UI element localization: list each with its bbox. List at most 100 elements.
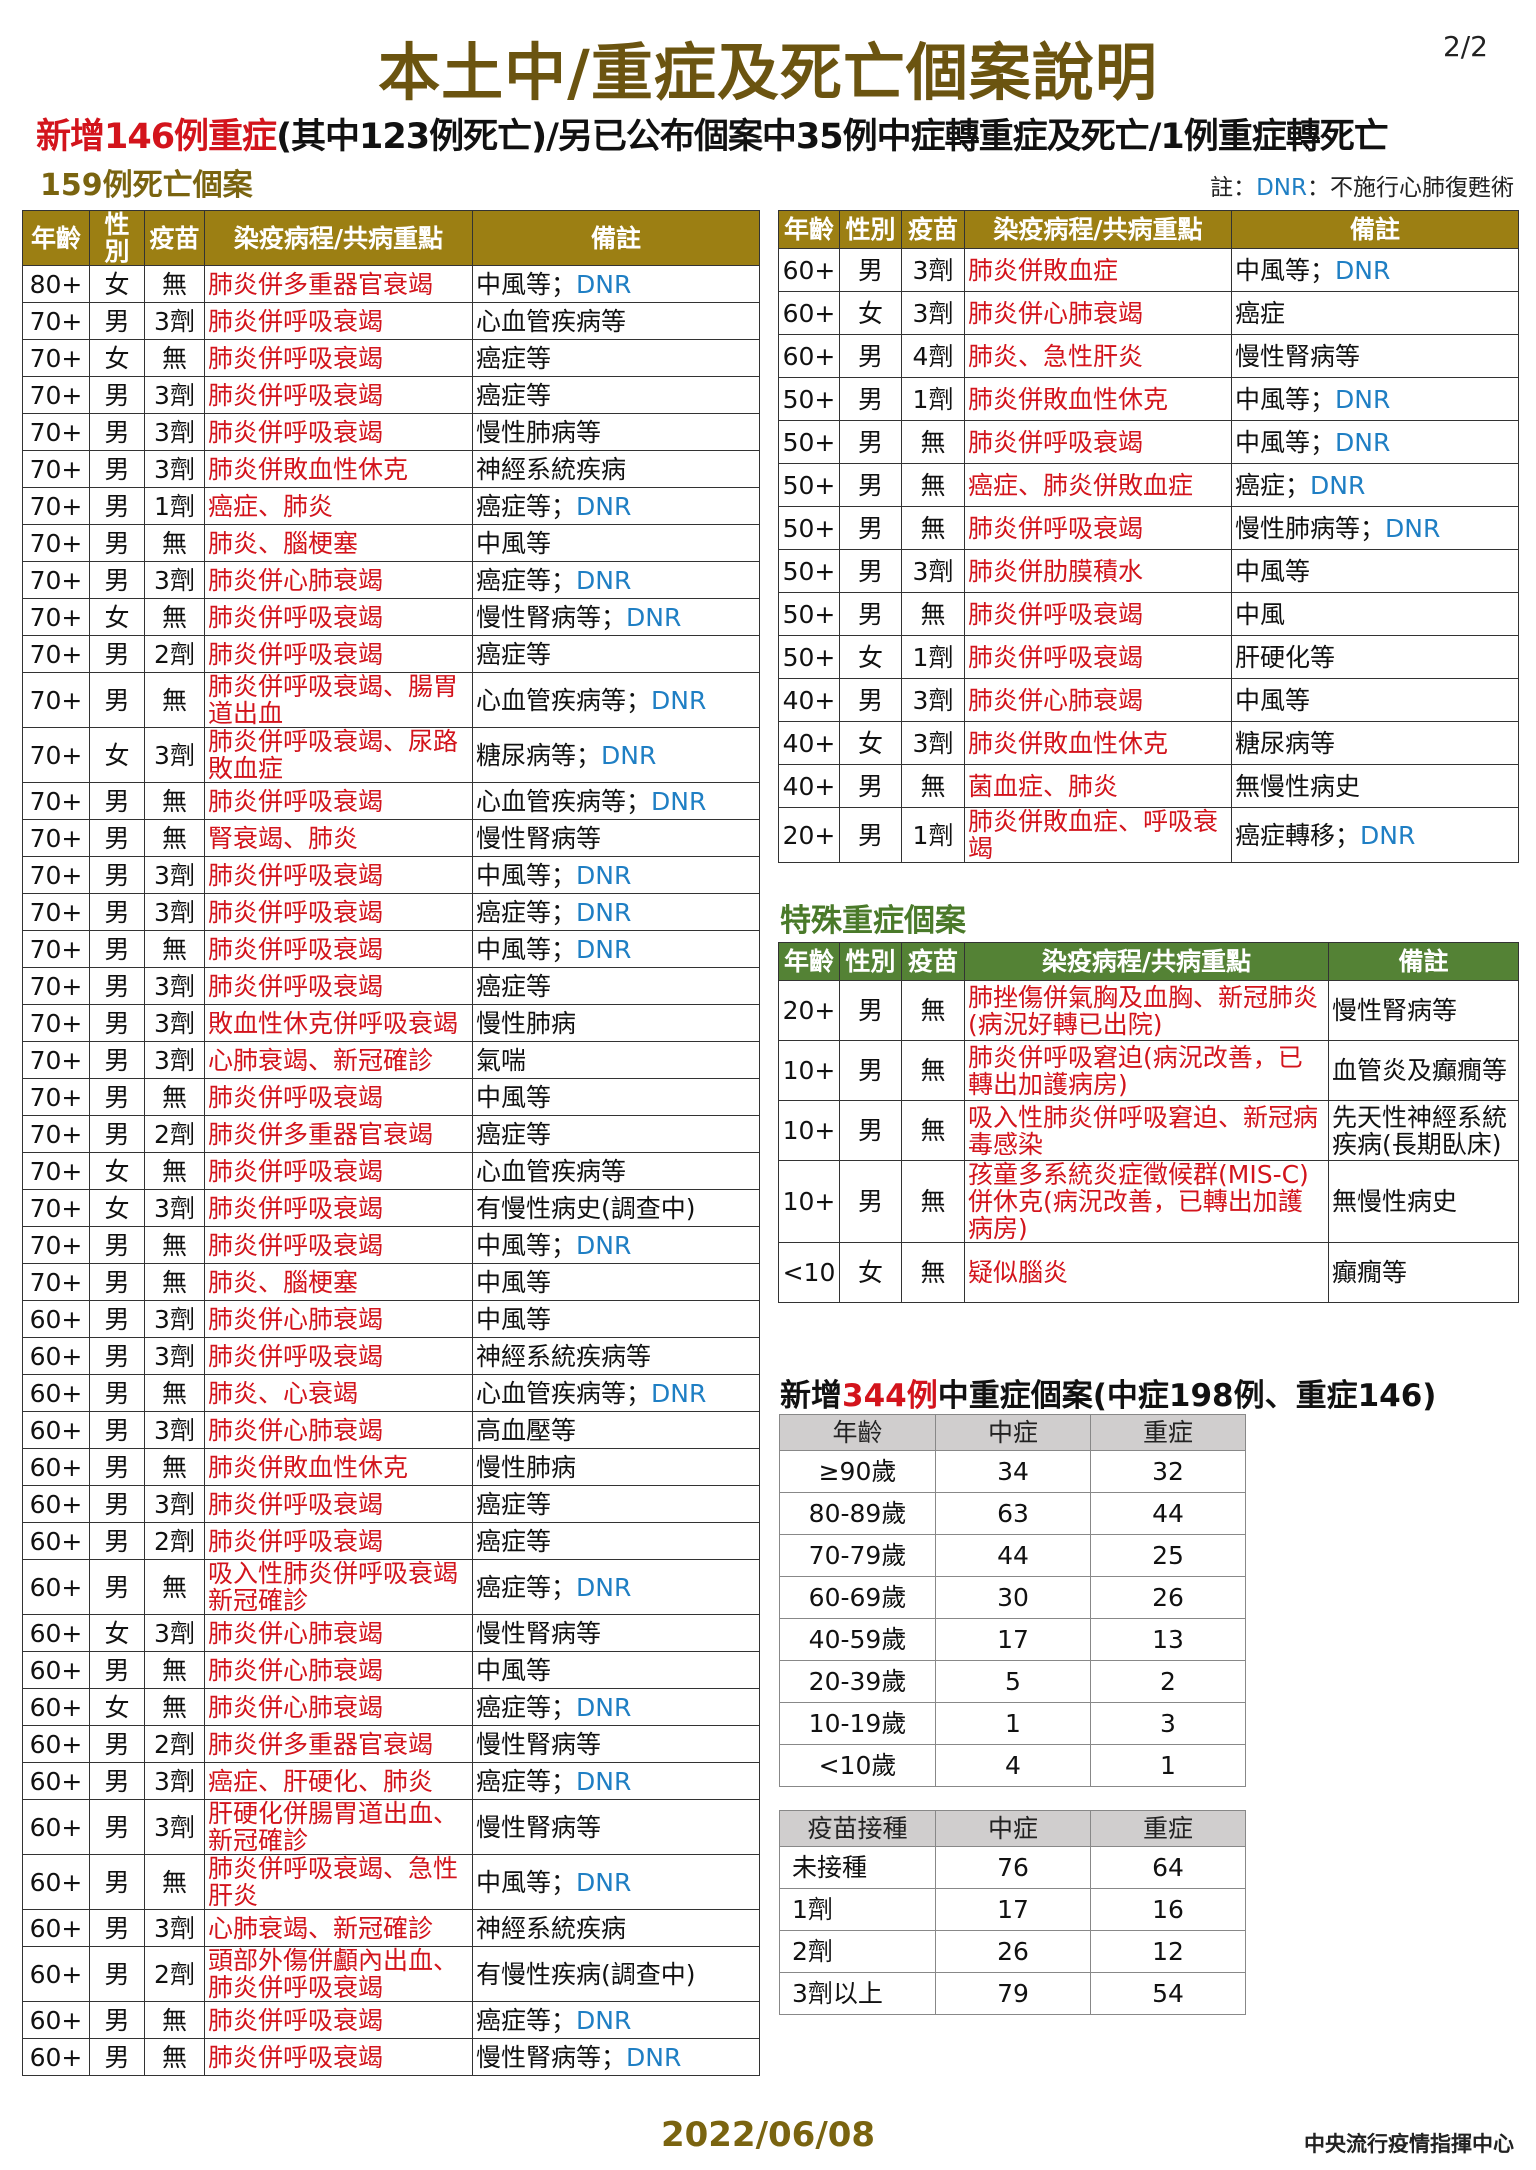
table-row: 70+ 男無肺炎併呼吸衰竭、腸胃道出血 心血管疾病等；DNR xyxy=(22,672,760,728)
age-cell: <10 xyxy=(778,1242,840,1303)
course-cell: 肺炎併呼吸衰竭 xyxy=(204,782,473,820)
dnr-label: DNR xyxy=(576,934,632,964)
table-row: 50+ 男無肺炎併呼吸衰竭 中風等；DNR xyxy=(778,420,1519,464)
dnr-label: DNR xyxy=(576,897,632,927)
remark-text: 中風等； xyxy=(476,269,577,299)
course-cell: 吸入性肺炎併呼吸窘迫、新冠病毒感染 xyxy=(964,1100,1329,1161)
table-row: 70+ 男 3劑 肺炎併呼吸衰竭 癌症等；DNR xyxy=(22,893,760,931)
sex-cell: 男 xyxy=(89,819,145,857)
table-row: 20+ 男 1劑 肺炎併敗血症、呼吸衰竭 癌症轉移；DNR xyxy=(778,807,1519,863)
count-cell: 13 xyxy=(1090,1618,1246,1661)
remark-text: 癌症 xyxy=(1235,298,1286,328)
table-row: 50+ 男無肺炎併呼吸衰竭 慢性肺病等；DNR xyxy=(778,506,1519,550)
vaccine-cell: 無 xyxy=(901,764,965,808)
age-cell: 60+ xyxy=(22,1614,90,1652)
header-row: 年齡 性別 疫苗 染疫病程/共病重點 備註 xyxy=(778,942,1519,981)
table-row: 80-89歲 63 44 xyxy=(779,1492,1246,1535)
table-row: 60+ 男 3劑 肺炎併心肺衰竭 高血壓等 xyxy=(22,1411,760,1449)
table-row: <10 女無疑似腦炎 癲癇等 xyxy=(778,1242,1519,1303)
sex-cell: 男 xyxy=(89,930,145,968)
subtitle-highlight: 新增146例重症 xyxy=(36,117,277,157)
table-row: 40+ 女 3劑 肺炎併敗血性休克 糖尿病等 xyxy=(778,721,1519,765)
age-cell: 60+ xyxy=(22,1374,90,1412)
age-cell: 10+ xyxy=(778,1160,840,1243)
special-cases-title: 特殊重症個案 xyxy=(780,903,966,939)
count-cell: 76 xyxy=(935,1846,1091,1889)
remark-text: 癌症等 xyxy=(476,1526,552,1556)
column-header-course: 染疫病程/共病重點 xyxy=(204,210,473,266)
table-row: 40+ 男 3劑 肺炎併心肺衰竭 中風等 xyxy=(778,678,1519,722)
dnr-label: DNR xyxy=(576,565,632,595)
remark-cell: 中風等；DNR xyxy=(1231,420,1519,464)
remark-cell: 無慢性病史 xyxy=(1328,1160,1519,1243)
vaccine-cell: 無 xyxy=(144,1448,205,1486)
vaccine-cell: 無 xyxy=(144,1263,205,1301)
remark-cell: 癌症等 xyxy=(472,635,760,673)
table-row: 60+ 女無肺炎併心肺衰竭 癌症等；DNR xyxy=(22,1688,760,1726)
table-row: 70+ 男無腎衰竭、肺炎 慢性腎病等 xyxy=(22,819,760,857)
age-cell: 60+ xyxy=(778,248,840,292)
course-cell: 肺炎併心肺衰竭 xyxy=(204,1651,473,1689)
vaccine-cell: 無 xyxy=(144,598,205,636)
course-cell: 肺炎併呼吸衰竭 xyxy=(204,413,473,451)
remark-text: 癌症等 xyxy=(476,380,552,410)
age-cell: 50+ xyxy=(778,506,840,550)
vaccine-cell: 3劑 xyxy=(144,376,205,414)
remark-text: 中風等 xyxy=(1235,556,1311,586)
sex-cell: 男 xyxy=(89,1115,145,1153)
remark-cell: 中風等 xyxy=(472,1078,760,1116)
sex-cell: 女 xyxy=(839,291,902,335)
sex-cell: 男 xyxy=(89,1411,145,1449)
course-cell: 肺炎併呼吸衰竭、急性肝炎 xyxy=(204,1854,473,1910)
remark-cell: 中風等；DNR xyxy=(472,930,760,968)
remark-text: 癌症轉移； xyxy=(1235,820,1361,850)
course-cell: 肺炎併敗血性休克 xyxy=(204,450,473,488)
age-cell: 50+ xyxy=(778,463,840,507)
table-row: 70+ 男無肺炎併呼吸衰竭 中風等；DNR xyxy=(22,930,760,968)
course-cell: 肺炎、心衰竭 xyxy=(204,1374,473,1412)
vaccine-cell: 3劑 xyxy=(901,678,965,722)
remark-cell: 癌症等；DNR xyxy=(472,893,760,931)
remark-text: 癌症等 xyxy=(476,971,552,1001)
remark-text: 中風等 xyxy=(476,1082,552,1112)
sex-cell: 男 xyxy=(839,248,902,292)
remark-cell: 中風等 xyxy=(472,1263,760,1301)
course-cell: 肺炎併心肺衰竭 xyxy=(204,1411,473,1449)
count-cell: 79 xyxy=(935,1972,1091,2015)
table-row: 60+ 男 2劑 肺炎併多重器官衰竭 慢性腎病等 xyxy=(22,1725,760,1763)
note-dnr: DNR xyxy=(1256,175,1307,201)
age-cell: 60+ xyxy=(22,2038,90,2076)
table-row: 60+ 女 3劑 肺炎併心肺衰竭 癌症 xyxy=(778,291,1519,335)
category-cell: 40-59歲 xyxy=(779,1618,936,1661)
table-row: 70+ 女 3劑 肺炎併呼吸衰竭、尿路敗血症 糖尿病等；DNR xyxy=(22,727,760,783)
vaccine-cell: 無 xyxy=(901,1040,965,1101)
vaccine-cell: 3劑 xyxy=(144,1762,205,1800)
remark-text: 癌症等； xyxy=(476,2005,577,2035)
table-row: 70+ 男 1劑 癌症、肺炎 癌症等；DNR xyxy=(22,487,760,525)
vaccine-cell: 3劑 xyxy=(901,721,965,765)
category-cell: 未接種 xyxy=(779,1846,936,1889)
table-row: 10+ 男無吸入性肺炎併呼吸窘迫、新冠病毒感染 先天性神經系統疾病(長期臥床) xyxy=(778,1100,1519,1161)
table-row: 1劑 17 16 xyxy=(779,1888,1246,1931)
sex-cell: 男 xyxy=(89,376,145,414)
remark-cell: 中風等；DNR xyxy=(472,856,760,894)
vaccine-cell: 無 xyxy=(144,1152,205,1190)
remark-cell: 癌症 xyxy=(1231,291,1519,335)
age-cell: 70+ xyxy=(22,339,90,377)
remark-cell: 癲癇等 xyxy=(1328,1242,1519,1303)
sex-cell: 女 xyxy=(839,721,902,765)
remark-cell: 癌症等 xyxy=(472,1522,760,1560)
table-row: 60-69歲 30 26 xyxy=(779,1576,1246,1619)
sex-cell: 男 xyxy=(839,420,902,464)
sex-cell: 男 xyxy=(839,1040,902,1101)
remark-text: 無慢性病史 xyxy=(1235,771,1361,801)
count-cell: 17 xyxy=(935,1888,1091,1931)
sex-cell: 男 xyxy=(89,450,145,488)
vaccine-cell: 3劑 xyxy=(144,1337,205,1375)
sex-cell: 女 xyxy=(89,1614,145,1652)
sex-cell: 女 xyxy=(89,1189,145,1227)
age-cell: 20+ xyxy=(778,980,840,1041)
age-cell: 60+ xyxy=(22,1799,90,1855)
sex-cell: 男 xyxy=(89,1909,145,1947)
table-row: 60+ 男無肺炎併心肺衰竭 中風等 xyxy=(22,1651,760,1689)
